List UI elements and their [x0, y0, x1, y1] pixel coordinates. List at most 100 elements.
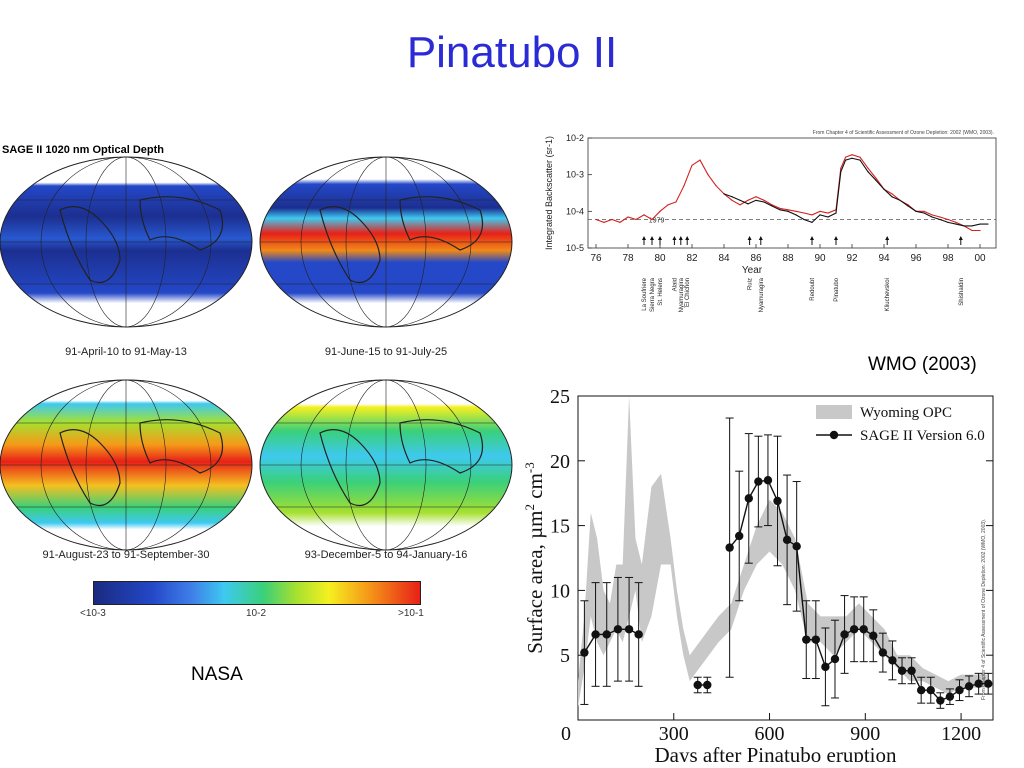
x-tick-label: 86	[750, 253, 762, 264]
backscatter-point	[971, 225, 973, 227]
sage-ii-point	[916, 685, 926, 695]
eruption-label: El Chichon	[685, 278, 691, 307]
eruption-label: Kliuchevskoi	[885, 278, 891, 311]
eruption-arrowhead	[747, 236, 752, 240]
backscatter-series-2	[723, 157, 988, 227]
map-caption-4: 93-December-5 to 94-January-16	[304, 549, 468, 561]
backscatter-point	[771, 205, 773, 207]
x-tick-label: 0	[561, 723, 571, 745]
sage-ii-point	[974, 679, 983, 688]
backscatter-point	[683, 185, 685, 187]
eruption-arrowhead	[834, 236, 838, 240]
sage-ii-point	[955, 685, 964, 695]
x-tick-label: 900	[850, 723, 880, 745]
backscatter-point	[867, 167, 869, 169]
eruption-arrowhead	[885, 236, 890, 240]
backscatter-point	[891, 196, 893, 198]
sage-ii-point	[907, 666, 916, 675]
eruption-arrowhead	[642, 236, 646, 240]
sage-ii-point	[754, 477, 763, 486]
y-tick-label: 10	[550, 580, 570, 602]
x-tick-label: 76	[590, 253, 602, 264]
y-axis-label-part: cm	[523, 473, 547, 504]
maps-heading: SAGE II 1020 nm Optical Depth	[2, 144, 164, 156]
sage-ii-point	[849, 625, 859, 634]
y-axis-label-part: Surface area, µm	[523, 510, 547, 653]
x-tick-label: 1200	[941, 723, 981, 745]
x-tick-label: 00	[974, 253, 986, 264]
backscatter-point	[845, 156, 847, 158]
y-tick-label: 20	[550, 451, 570, 473]
backscatter-chart: From Chapter 4 of Scientific Assessment …	[544, 130, 997, 312]
backscatter-point	[795, 210, 797, 212]
backscatter-point	[787, 209, 789, 211]
eruption-label: Nyamuragira	[679, 277, 685, 312]
backscatter-point	[840, 171, 842, 173]
map-caption-2: 91-June-15 to 91-July-25	[324, 346, 448, 358]
legend-swatch-wyoming	[816, 405, 852, 419]
backscatter-point	[899, 199, 901, 201]
backscatter-point	[723, 193, 725, 195]
wmo-credit: WMO (2003)	[868, 354, 977, 375]
map-panel-4	[259, 379, 513, 551]
eruption-label: Alaid	[672, 278, 678, 291]
backscatter-point	[755, 196, 757, 198]
sage-ii-point	[840, 630, 849, 639]
backscatter-point	[747, 199, 749, 201]
legend-label-sage: SAGE II Version 6.0	[860, 428, 985, 444]
y-tick-label: 10-4	[566, 206, 584, 216]
x-tick-label: 94	[878, 253, 890, 264]
source-note: From Chapter 4 of Scientific Assessment …	[813, 130, 994, 136]
backscatter-point	[947, 218, 949, 221]
backscatter-point	[747, 203, 749, 205]
eruption-arrowhead	[658, 236, 662, 240]
sage-ii-point	[811, 635, 821, 644]
sage-ii-point	[773, 496, 782, 506]
backscatter-point	[771, 204, 773, 206]
backscatter-point	[939, 218, 941, 221]
map-panel-1	[0, 156, 253, 328]
backscatter-point	[811, 214, 813, 216]
backscatter-point	[667, 204, 669, 206]
wyoming-opc-band	[578, 396, 987, 708]
map-panel-3	[0, 379, 253, 551]
source-note: From Chapter 4 of Scientific Assessment …	[981, 519, 987, 700]
backscatter-point	[787, 210, 789, 212]
backscatter-point	[707, 174, 709, 176]
colorbar-label-high: >10-1	[398, 608, 424, 619]
surface-area-chart: 5 10 15 20 25 0 300 600 900 1200 Days after Pinatu…	[522, 386, 994, 762]
y-axis-label-sup: 2	[522, 504, 537, 511]
backscatter-point	[883, 188, 885, 190]
plot-frame	[587, 137, 997, 249]
slide-title: Pinatubo II	[406, 28, 618, 77]
sage-ii-point	[964, 682, 974, 691]
backscatter-point	[931, 214, 933, 216]
sage-ii-point	[580, 648, 589, 657]
backscatter-point	[819, 210, 821, 212]
backscatter-point	[651, 218, 653, 221]
backscatter-point	[643, 214, 645, 216]
eruption-arrowhead	[650, 236, 654, 240]
sage-ii-point	[936, 696, 945, 705]
legend-label-wyoming: Wyoming OPC	[860, 405, 952, 421]
y-tick-label: 10-3	[566, 170, 584, 180]
y-tick-label: 25	[550, 386, 570, 408]
y-axis-label-sup: -3	[522, 462, 537, 473]
backscatter-point	[731, 199, 733, 201]
sage-ii-point	[926, 685, 935, 695]
x-tick-label: 82	[686, 253, 698, 264]
backscatter-point	[595, 218, 597, 221]
x-tick-label: 92	[846, 253, 858, 264]
backscatter-point	[611, 218, 613, 221]
backscatter-point	[845, 159, 847, 161]
x-tick-label: 88	[782, 253, 794, 264]
x-tick-label: 84	[718, 253, 730, 264]
backscatter-point	[859, 156, 861, 158]
backscatter-point	[699, 159, 701, 161]
backscatter-point	[915, 210, 917, 212]
backscatter-point	[739, 199, 741, 201]
backscatter-point	[619, 221, 621, 223]
backscatter-point	[963, 225, 965, 227]
x-axis-label: Year	[742, 265, 763, 276]
backscatter-point	[715, 185, 717, 187]
